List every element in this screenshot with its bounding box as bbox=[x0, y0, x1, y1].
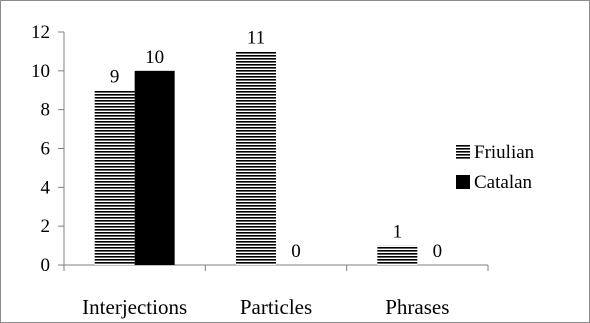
data-label: 9 bbox=[110, 66, 120, 87]
x-tick-label: Phrases bbox=[385, 295, 449, 319]
y-tick-label: 12 bbox=[31, 22, 50, 43]
x-tick-label: Interjections bbox=[82, 295, 187, 319]
y-tick-label: 4 bbox=[41, 177, 51, 198]
y-tick-label: 6 bbox=[41, 139, 51, 160]
legend: Friulian Catalan bbox=[456, 142, 535, 193]
bar-friulian-phrases bbox=[377, 245, 418, 265]
bar-friulian-particles bbox=[236, 51, 276, 265]
data-label: 0 bbox=[291, 241, 301, 262]
data-label: 0 bbox=[433, 241, 443, 262]
legend-swatch-friulian bbox=[456, 145, 470, 159]
y-tick-label: 8 bbox=[41, 100, 51, 121]
bar-catalan-interjections bbox=[134, 70, 175, 265]
legend-swatch-catalan bbox=[456, 175, 470, 189]
bars bbox=[94, 51, 418, 265]
data-label: 1 bbox=[393, 222, 403, 243]
data-label: 10 bbox=[145, 47, 164, 68]
legend-label-catalan: Catalan bbox=[474, 172, 533, 193]
y-tick-label: 0 bbox=[41, 255, 51, 276]
bar-friulian-interjections bbox=[94, 90, 135, 265]
data-label: 11 bbox=[247, 27, 265, 48]
y-tick-label: 10 bbox=[31, 61, 50, 82]
x-tick-label: Particles bbox=[240, 295, 312, 319]
legend-label-friulian: Friulian bbox=[474, 142, 535, 163]
y-tick-label: 2 bbox=[41, 216, 51, 237]
